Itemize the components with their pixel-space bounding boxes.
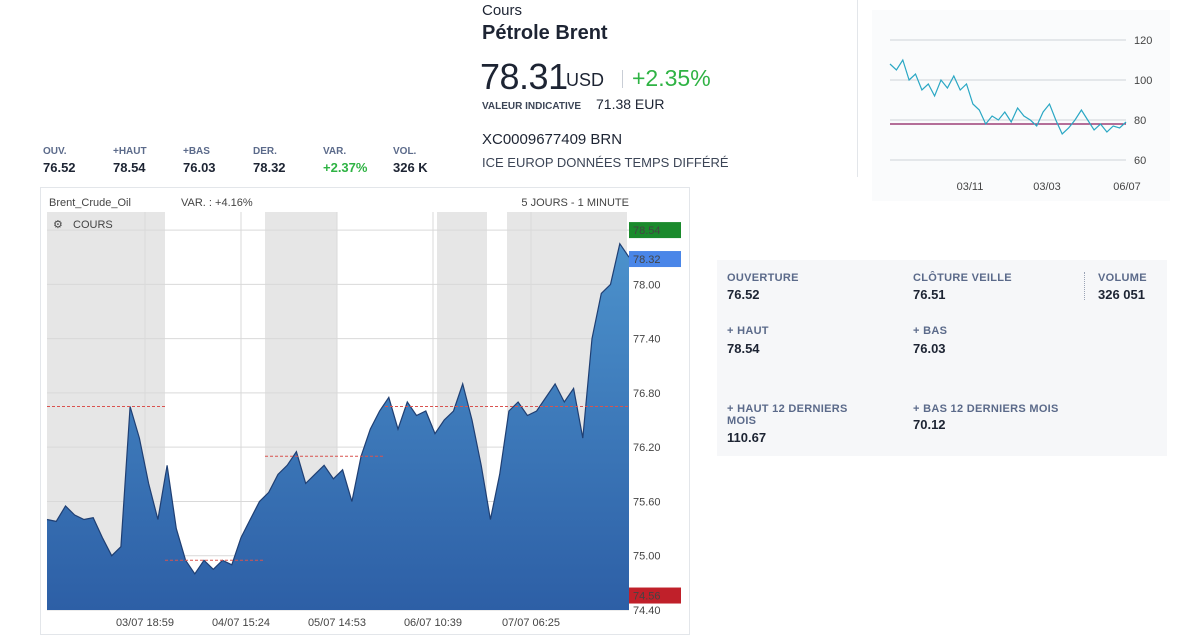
price-line <box>46 242 630 575</box>
x-tick-label: 03/03 <box>1033 181 1061 193</box>
summary-label: +HAUT <box>113 146 147 157</box>
stats-panel: OUVERTURE 76.52 CLÔTURE VEILLE 76.51 VOL… <box>717 260 1167 456</box>
high-12m-label: + HAUT 12 DERNIERS <box>727 403 848 415</box>
summary-volume: VOL. 326 K <box>393 146 428 175</box>
divider <box>622 70 623 88</box>
low-price-tag-bg <box>629 587 681 604</box>
x-tick-label: 05/07 14:53 <box>308 617 366 629</box>
y-tick-label: 75.60 <box>633 496 661 508</box>
y-tick-label: 60 <box>1134 155 1146 167</box>
intraday-chart-svg: Brent_Crude_Oil VAR. : +4.16% 5 JOURS - 1 … <box>46 197 681 629</box>
last-price-tag: 78.32 <box>633 254 661 266</box>
prev-close-label: CLÔTURE VEILLE <box>913 272 1012 284</box>
summary-open: OUV. 76.52 <box>43 146 76 175</box>
summary-label: +BAS <box>183 146 210 157</box>
long-term-chart[interactable]: 60 80 100 120 03/11 03/03 06/07 <box>872 10 1170 201</box>
x-tick-label: 06/07 <box>1113 181 1141 193</box>
y-tick-label: 100 <box>1134 75 1152 87</box>
y-tick-label: 80 <box>1134 115 1146 127</box>
x-tick-label: 03/11 <box>957 181 984 193</box>
prev-close-value: 76.51 <box>913 287 946 302</box>
low-value: 76.03 <box>913 341 946 356</box>
summary-label: VAR. <box>323 146 347 157</box>
chart-symbol: Brent_Crude_Oil <box>49 197 131 209</box>
y-tick-label: 76.20 <box>633 442 661 454</box>
chart-period: 5 JOURS - 1 MINUTE <box>521 197 629 209</box>
quote-header: Cours Pétrole Brent 78.31 USD +2.35% VAL… <box>460 0 858 177</box>
divider <box>1084 272 1086 300</box>
market-source: ICE EUROP DONNÉES TEMPS DIFFÉRÉ <box>482 155 729 170</box>
x-tick-label: 06/07 10:39 <box>404 617 462 629</box>
x-tick-label: 03/07 18:59 <box>116 617 174 629</box>
summary-high: +HAUT 78.54 <box>113 146 147 175</box>
gear-icon: ⚙ <box>53 219 63 231</box>
indicative-value-label: VALEUR INDICATIVE <box>482 101 582 112</box>
summary-low: +BAS 76.03 <box>183 146 216 175</box>
high-value: 78.54 <box>727 341 760 356</box>
y-tick-label: 78.00 <box>633 279 661 291</box>
y-tick-label: 120 <box>1134 35 1152 47</box>
x-tick-label: 04/07 15:24 <box>212 617 270 629</box>
price-change: +2.35% <box>632 65 711 91</box>
chart-variation: VAR. : +4.16% <box>181 197 253 209</box>
summary-label: DER. <box>253 146 277 157</box>
open-label: OUVERTURE <box>727 272 799 284</box>
long-term-chart-svg: 60 80 100 120 03/11 03/03 06/07 <box>889 35 1152 193</box>
series-label: COURS <box>73 219 113 231</box>
indicative-value: 71.38 EUR <box>596 96 665 112</box>
summary-last: DER. 78.32 <box>253 146 286 175</box>
low-12m-label: + BAS 12 DERNIERS MOIS <box>913 403 1059 415</box>
high-12m-label-2: MOIS <box>727 415 757 427</box>
summary-value: 78.32 <box>253 160 286 175</box>
summary-value: +2.37% <box>323 160 368 175</box>
quote-label: Cours <box>482 2 523 19</box>
volume-label: VOLUME <box>1098 272 1147 284</box>
price-currency: USD <box>566 70 605 90</box>
price-line <box>889 58 1127 136</box>
y-tick-label: 77.40 <box>633 334 661 346</box>
high-label: + HAUT <box>727 325 769 337</box>
summary-label: OUV. <box>43 146 67 157</box>
open-value: 76.52 <box>727 287 760 302</box>
isin-code: XC0009677409 BRN <box>482 131 623 148</box>
price-area <box>47 243 629 610</box>
high-12m-value: 110.67 <box>727 430 767 445</box>
high-price-tag: 78.54 <box>633 225 661 237</box>
last-price: 78.31 <box>480 56 568 97</box>
summary-variation: VAR. +2.37% <box>323 146 367 175</box>
summary-value: 78.54 <box>113 160 146 175</box>
summary-value: 76.52 <box>43 160 76 175</box>
low-12m-value: 70.12 <box>913 417 946 432</box>
high-price-tag-bg <box>629 222 681 239</box>
y-tick-label: 74.40 <box>633 605 661 617</box>
summary-label: VOL. <box>393 146 417 157</box>
y-tick-label: 75.00 <box>633 551 661 563</box>
volume-value: 326 051 <box>1098 287 1145 302</box>
summary-value: 326 K <box>393 160 428 175</box>
instrument-name: Pétrole Brent <box>482 22 608 44</box>
intraday-chart[interactable]: Brent_Crude_Oil VAR. : +4.16% 5 JOURS - 1 … <box>40 187 690 635</box>
last-price-tag-bg <box>629 251 681 268</box>
summary-value: 76.03 <box>183 160 216 175</box>
x-tick-label: 07/07 06:25 <box>502 617 560 629</box>
low-price-tag: 74.56 <box>633 591 661 603</box>
low-label: + BAS <box>913 325 948 337</box>
y-tick-label: 76.80 <box>633 388 661 400</box>
